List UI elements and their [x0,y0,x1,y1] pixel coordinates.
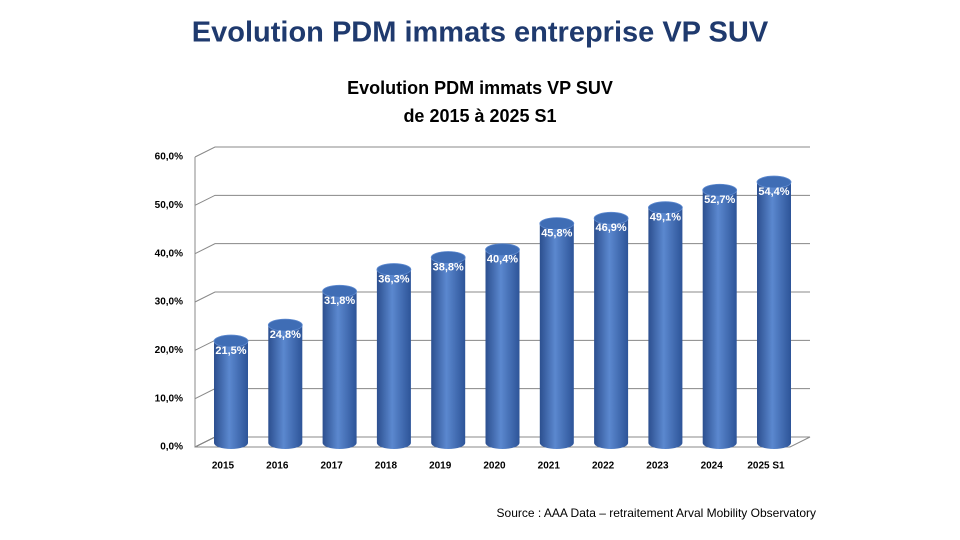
value-label: 49,1% [650,212,681,224]
value-label: 45,8% [541,228,572,240]
bar [539,223,574,449]
bar-top [485,243,520,257]
x-tick-label: 2021 [538,461,561,472]
x-tick-label: 2023 [646,461,669,472]
value-label: 38,8% [433,261,464,273]
y-tick-label: 20,0% [155,345,183,356]
y-tick-label: 40,0% [155,248,183,259]
value-label: 46,9% [595,222,626,234]
x-tick-label: 2025 S1 [747,461,785,472]
bar [702,190,737,450]
chart-subtitle: de 2015 à 2025 S1 [403,106,556,126]
x-tick-label: 2022 [592,461,615,472]
y-tick-label: 60,0% [155,152,183,163]
value-label: 36,3% [378,273,409,285]
x-tick-label: 2018 [375,461,398,472]
x-tick-label: 2020 [483,461,506,472]
bar-top [539,217,575,231]
value-label: 40,4% [487,254,518,266]
bar [268,325,303,449]
bar [322,291,357,449]
x-tick-label: 2024 [701,461,724,472]
y-tick-label: 30,0% [155,297,183,308]
slide-title: Evolution PDM immats entreprise VP SUV [192,17,769,49]
chart-title: Evolution PDM immats VP SUV [347,78,613,98]
x-tick-label: 2019 [429,461,452,472]
x-tick-label: 2016 [266,461,289,472]
bar [431,257,466,449]
grid-line [194,194,810,206]
value-label: 54,4% [758,186,789,198]
bar-top [267,318,303,332]
y-tick-label: 0,0% [160,442,183,453]
y-tick-label: 10,0% [155,393,183,404]
bar-top [430,251,466,264]
bar-top [322,284,358,298]
bar [485,249,520,449]
bar-top [593,211,629,225]
value-label: 21,5% [215,345,246,357]
bar [757,182,791,450]
y-tick-label: 50,0% [155,200,183,211]
bar [376,269,411,449]
bar [214,341,248,449]
bar-top [213,334,249,348]
bar-top [648,201,683,215]
bar-top [756,175,792,189]
source-note: Source : AAA Data – retraitement Arval M… [497,506,816,520]
x-tick-label: 2017 [320,461,343,472]
value-label: 31,8% [324,295,355,307]
grid-line [194,146,810,158]
bar [648,207,683,449]
bar-top [376,263,412,276]
bar-top [702,183,738,197]
value-label: 24,8% [270,329,301,341]
x-tick-label: 2015 [212,461,235,472]
bar [594,218,629,449]
value-label: 52,7% [704,194,735,206]
